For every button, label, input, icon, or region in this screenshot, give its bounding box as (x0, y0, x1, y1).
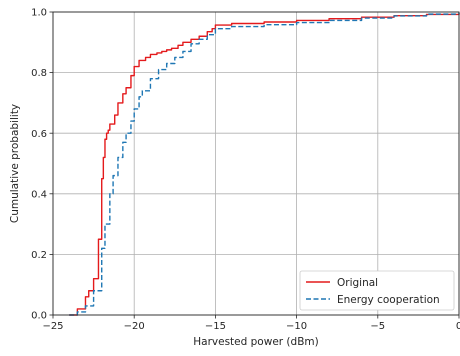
x-tick-label: −20 (124, 321, 145, 332)
series-line-energy-cooperation (69, 12, 460, 316)
y-axis-label: Cumulative probability (9, 104, 21, 223)
series-line-original (69, 13, 460, 316)
grid-layer (52, 11, 460, 316)
x-axis-label: Harvested power (dBm) (193, 336, 318, 348)
legend: Original Energy cooperation (299, 270, 455, 311)
x-axis: −25 −20 −15 −10 −5 0 (42, 315, 460, 332)
series-layer (69, 12, 460, 316)
y-tick-label: 0.2 (31, 250, 47, 261)
plot-frame (52, 11, 460, 316)
legend-label-energy-cooperation: Energy cooperation (337, 294, 440, 306)
x-tick-label: −25 (42, 321, 63, 332)
x-tick-label: −15 (205, 321, 226, 332)
legend-box (299, 270, 455, 311)
y-tick-label: 0.0 (31, 311, 47, 322)
x-tick-label: −10 (286, 321, 307, 332)
y-tick-label: 1.0 (31, 8, 47, 19)
x-tick-label: 0 (456, 321, 460, 332)
y-axis: 0.0 0.2 0.4 0.6 0.8 1.0 (31, 8, 53, 322)
y-tick-label: 0.4 (31, 189, 47, 200)
y-tick-label: 0.8 (31, 68, 47, 79)
legend-label-original: Original (337, 277, 378, 289)
x-tick-label: −5 (370, 321, 385, 332)
y-tick-label: 0.6 (31, 129, 47, 140)
